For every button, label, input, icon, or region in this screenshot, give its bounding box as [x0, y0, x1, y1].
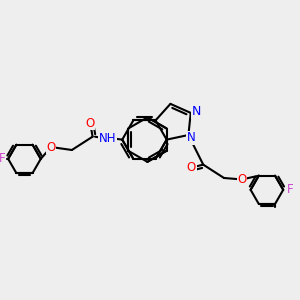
Text: F: F: [287, 183, 294, 196]
Text: N: N: [192, 105, 201, 118]
Text: O: O: [187, 161, 196, 174]
Text: NH: NH: [99, 132, 116, 145]
Text: O: O: [237, 173, 246, 186]
Text: F: F: [0, 152, 5, 165]
Text: N: N: [187, 131, 196, 145]
Text: O: O: [46, 140, 56, 154]
Text: O: O: [85, 117, 95, 130]
